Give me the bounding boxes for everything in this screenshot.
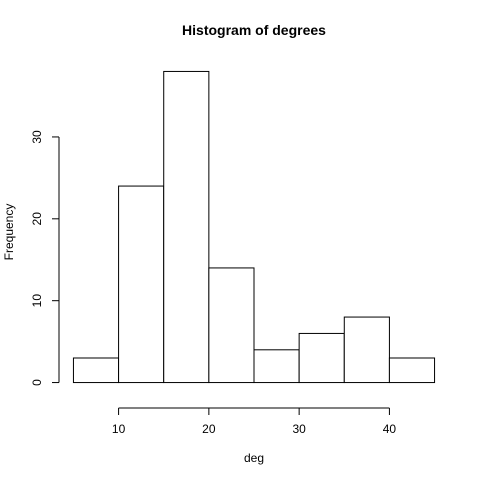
histogram-bar-25-30 [253, 349, 300, 384]
y-tick-label-10: 10 [30, 294, 44, 308]
x-axis: 10 20 30 40 [112, 407, 397, 436]
histogram-bar-40-45 [388, 357, 436, 384]
histogram-bar-15-20 [163, 70, 210, 384]
chart-title: Histogram of degrees [182, 22, 326, 38]
histogram-bar-35-40 [343, 316, 390, 384]
y-tick-label-0: 0 [30, 379, 44, 386]
x-tick-label-20: 20 [202, 422, 216, 436]
histogram-bar-20-25 [208, 267, 255, 384]
y-axis-label: Frequency [2, 204, 16, 261]
y-tick-label-20: 20 [30, 212, 44, 226]
x-axis-label: deg [244, 451, 264, 465]
x-tick-label-30: 30 [292, 422, 306, 436]
y-axis: 0 10 20 30 [30, 130, 60, 386]
histogram-bar-5-10 [72, 357, 120, 384]
x-tick-label-40: 40 [383, 422, 397, 436]
y-tick-label-30: 30 [30, 130, 44, 144]
x-tick-label-10: 10 [112, 422, 126, 436]
histogram-bar-30-35 [298, 332, 345, 384]
histogram-bars [72, 70, 436, 384]
histogram-bar-10-15 [118, 185, 165, 384]
